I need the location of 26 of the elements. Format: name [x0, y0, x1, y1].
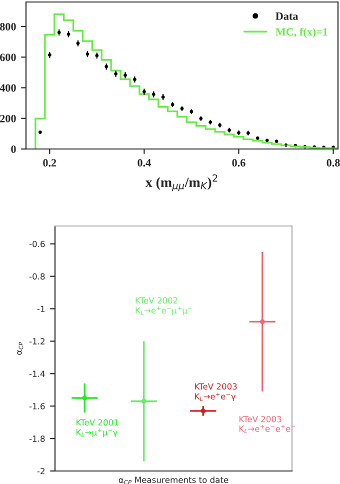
- legend-label: MC, f(x)=1: [276, 28, 328, 38]
- legend-label: Data: [276, 12, 298, 20]
- y-tick-label: -0.6: [29, 240, 45, 248]
- x-axis-title: x (m$_{μμ}$/m$_{K}$)$^{2}$: [145, 174, 218, 192]
- x-tick-label: 0.2: [43, 159, 56, 167]
- y-tick-label: 0: [11, 145, 16, 153]
- x-tick-label: 0.6: [232, 159, 246, 167]
- y-axis-title: α$_{CP}$: [17, 342, 24, 355]
- y-tick-label: -1: [37, 306, 45, 312]
- y-tick-label: -1.8: [29, 436, 45, 442]
- annotation: KTeV 2001 K$_{L}$→μ$^{+}$μ$^{−}$γ: [76, 419, 118, 438]
- y-tick-label: -1.6: [29, 403, 45, 410]
- x-tick-label: 0.4: [138, 159, 151, 167]
- y-tick-label: 600: [0, 54, 16, 62]
- text: KTeV 2002 K$_{L}$→e$^{+}$e$^{−}$μ$^{+}$μ$^{−}$: [136, 297, 192, 316]
- annotation: KTeV 2003 K$_{L}$→e$^{+}$e$^{−}$γ: [195, 383, 237, 402]
- y-tick-label: 200: [0, 114, 16, 122]
- y-tick-label: 400: [0, 84, 16, 92]
- y-tick-label: 800: [0, 22, 16, 30]
- x-tick-label: 0.8: [326, 159, 340, 167]
- x-axis-title: α$_{CP}$ Measurements to date: [118, 476, 228, 484]
- y-tick-label: -0.8: [29, 273, 45, 280]
- y-tick-label: -1.2: [29, 338, 44, 344]
- y-tick-label: -2: [37, 468, 44, 474]
- text: KTeV 2003 K$_{L}$→e$^{+}$e$^{−}$e$^{+}$e$^{−}$: [239, 416, 296, 434]
- y-tick-label: -1.4: [29, 370, 45, 377]
